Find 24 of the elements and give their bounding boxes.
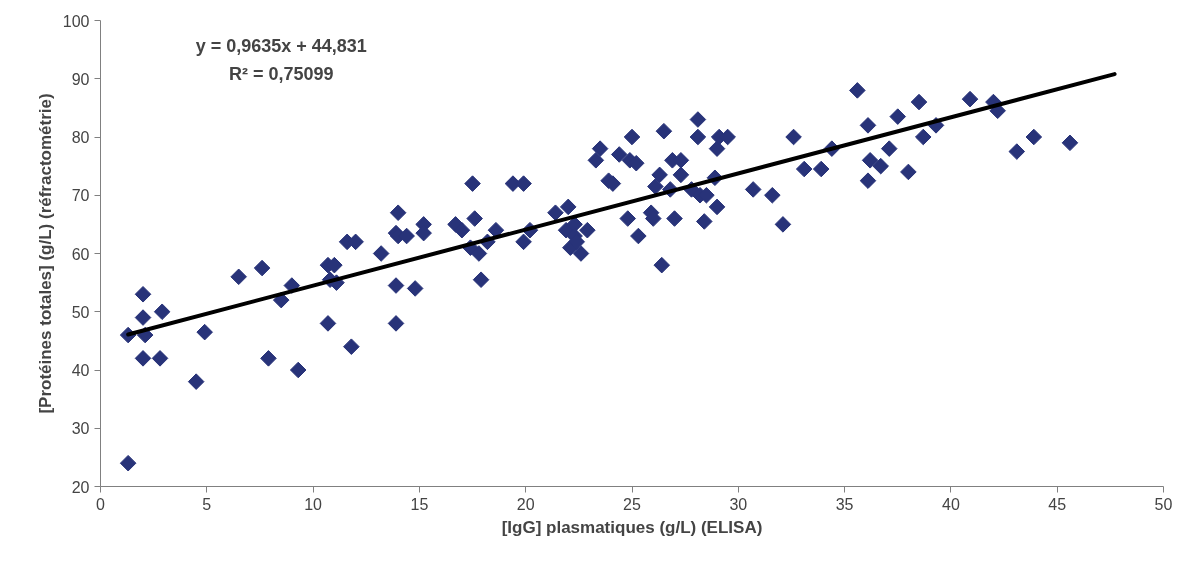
x-tick-label: 40	[942, 495, 960, 513]
y-tick-label: 100	[62, 12, 90, 30]
y-tick-label: 80	[71, 129, 90, 146]
y-axis-title: [Protéines totales] (g/L) (réfractométrie)	[35, 93, 55, 414]
x-tick-label: 30	[729, 495, 748, 513]
y-tick-label: 60	[71, 245, 90, 263]
x-tick-label: 5	[202, 495, 212, 513]
x-tick-label: 25	[623, 495, 641, 513]
y-tick-label: 20	[71, 478, 90, 496]
y-tick-label: 50	[71, 303, 90, 321]
y-tick-label: 70	[71, 187, 90, 205]
annotation: R² = 0,75099	[228, 64, 334, 85]
x-axis-title: [IgG] plasmatiques (g/L) (ELISA)	[501, 517, 763, 537]
y-tick-label: 90	[71, 70, 90, 88]
x-tick-label: 35	[835, 495, 854, 513]
x-tick-label: 15	[410, 495, 429, 513]
y-tick-label: 40	[71, 362, 90, 379]
x-tick-label: 20	[516, 495, 535, 513]
x-tick-label: 45	[1048, 495, 1067, 513]
x-tick-label: 0	[96, 495, 106, 513]
x-tick-label: 50	[1154, 495, 1173, 513]
y-tick-label: 30	[71, 420, 90, 438]
annotation: y = 0,9635x + 44,831	[195, 36, 367, 57]
x-tick-label: 10	[304, 495, 323, 513]
